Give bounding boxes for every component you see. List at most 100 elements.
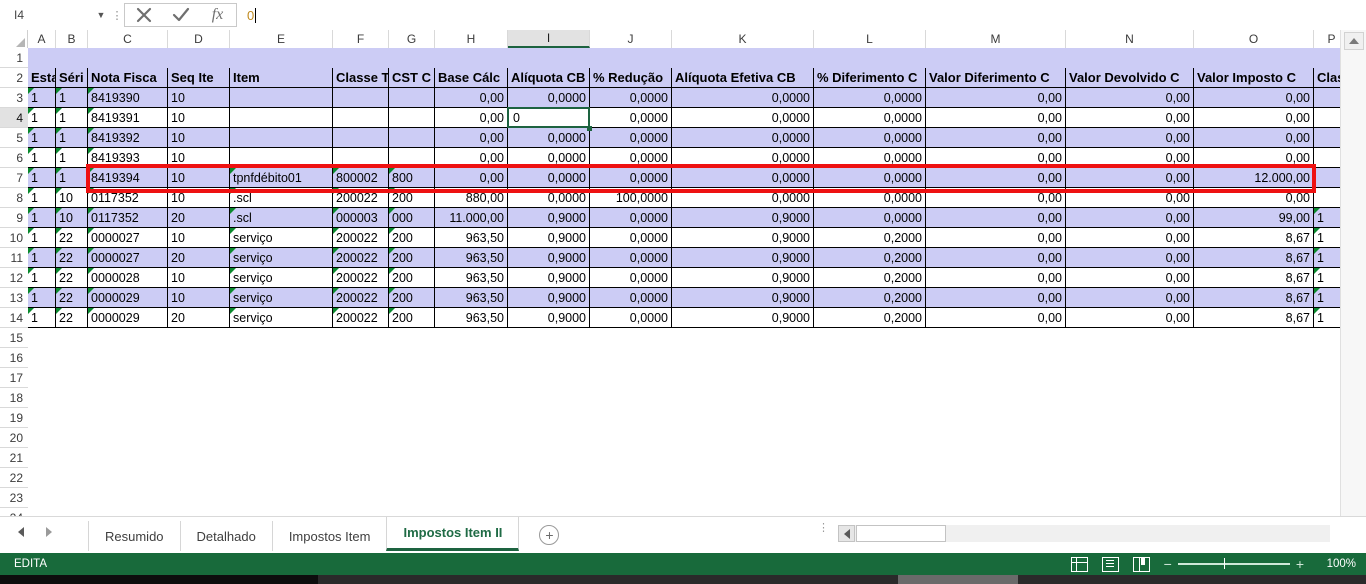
data-cell[interactable]: 1 xyxy=(28,168,56,188)
data-cell[interactable]: 0,00 xyxy=(1194,188,1314,208)
sheet-tab-impostos-item[interactable]: Impostos Item xyxy=(271,521,387,551)
data-cell[interactable]: 0,2000 xyxy=(814,288,926,308)
data-cell[interactable]: 0,00 xyxy=(1194,128,1314,148)
data-cell[interactable]: 0,00 xyxy=(1194,88,1314,108)
data-cell[interactable]: 0,0000 xyxy=(590,248,672,268)
data-cell[interactable]: serviço xyxy=(230,288,333,308)
data-cell[interactable]: 0,00 xyxy=(435,168,508,188)
data-cell[interactable]: 8,67 xyxy=(1194,228,1314,248)
data-cell[interactable]: 10 xyxy=(168,168,230,188)
column-title-cell[interactable]: Seq Ite xyxy=(168,68,230,88)
column-title-cell[interactable]: % Diferimento C xyxy=(814,68,926,88)
row-header-18[interactable]: 18 xyxy=(0,388,28,408)
data-cell[interactable]: 200 xyxy=(389,188,435,208)
data-cell[interactable]: 0000029 xyxy=(88,288,168,308)
data-cell[interactable]: 0,00 xyxy=(1066,268,1194,288)
data-cell[interactable]: .scl xyxy=(230,188,333,208)
data-cell[interactable] xyxy=(333,128,389,148)
column-title-cell[interactable]: Valor Imposto C xyxy=(1194,68,1314,88)
zoom-slider[interactable]: − + xyxy=(1164,557,1304,571)
data-cell[interactable] xyxy=(230,128,333,148)
data-cell[interactable]: 8,67 xyxy=(1194,288,1314,308)
data-cell[interactable]: 0,0000 xyxy=(590,308,672,328)
active-cell[interactable]: 0 xyxy=(507,107,590,128)
data-cell[interactable]: 0,0000 xyxy=(508,168,590,188)
data-cell[interactable]: 0,0000 xyxy=(672,188,814,208)
data-cell[interactable]: 0,00 xyxy=(1194,148,1314,168)
row-header-11[interactable]: 11 xyxy=(0,248,28,268)
formula-bar-menu-icon[interactable]: ⋮ xyxy=(110,4,124,26)
column-title-cell[interactable]: Item xyxy=(230,68,333,88)
data-cell[interactable]: 0117352 xyxy=(88,188,168,208)
split-handle-icon[interactable]: ⋮ xyxy=(818,522,829,534)
data-cell[interactable]: 0,00 xyxy=(1066,168,1194,188)
data-cell[interactable]: 10 xyxy=(168,88,230,108)
data-cell[interactable]: 22 xyxy=(56,228,88,248)
row-header-21[interactable]: 21 xyxy=(0,448,28,468)
data-cell[interactable]: 0,00 xyxy=(926,128,1066,148)
data-cell[interactable]: 8419394 xyxy=(88,168,168,188)
data-cell[interactable] xyxy=(1314,188,1340,208)
data-cell[interactable]: 0,00 xyxy=(926,148,1066,168)
row-header-6[interactable]: 6 xyxy=(0,148,28,168)
data-cell[interactable] xyxy=(389,128,435,148)
data-cell[interactable]: 1 xyxy=(56,108,88,128)
column-header-g[interactable]: G xyxy=(389,30,435,48)
data-cell[interactable]: 0,00 xyxy=(926,248,1066,268)
data-cell[interactable]: 100,0000 xyxy=(590,188,672,208)
data-cell[interactable]: 10 xyxy=(168,228,230,248)
data-cell[interactable] xyxy=(333,108,389,128)
data-cell[interactable]: 10 xyxy=(168,288,230,308)
cell-area[interactable]: Esta Séri Nota Fisca Seq Ite Item Classe T CST… xyxy=(28,48,1340,516)
data-cell[interactable]: 0,00 xyxy=(926,188,1066,208)
data-cell[interactable]: 0,9000 xyxy=(508,228,590,248)
name-box[interactable]: I4 xyxy=(6,4,92,26)
data-cell[interactable]: 0,00 xyxy=(926,88,1066,108)
data-cell[interactable]: 200022 xyxy=(333,228,389,248)
data-cell[interactable]: 10 xyxy=(56,188,88,208)
data-cell[interactable]: 0,0000 xyxy=(814,168,926,188)
zoom-level-label[interactable]: 100% xyxy=(1326,558,1356,570)
zoom-in-button[interactable]: + xyxy=(1295,556,1304,572)
data-cell[interactable]: 1 xyxy=(28,208,56,228)
row-header-5[interactable]: 5 xyxy=(0,128,28,148)
data-cell[interactable]: serviço xyxy=(230,268,333,288)
data-cell[interactable]: 0000029 xyxy=(88,308,168,328)
data-cell[interactable]: 0,9000 xyxy=(508,208,590,228)
sheet-tab-detalhado[interactable]: Detalhado xyxy=(179,521,272,551)
row-header-10[interactable]: 10 xyxy=(0,228,28,248)
data-cell[interactable]: serviço xyxy=(230,228,333,248)
data-cell[interactable]: 0,00 xyxy=(1066,228,1194,248)
data-cell[interactable]: 0,0000 xyxy=(590,208,672,228)
data-cell[interactable]: 1 xyxy=(28,268,56,288)
data-cell[interactable]: 200 xyxy=(389,308,435,328)
data-cell[interactable]: 0,0000 xyxy=(590,168,672,188)
row-header-8[interactable]: 8 xyxy=(0,188,28,208)
zoom-out-button[interactable]: − xyxy=(1163,556,1172,572)
data-cell[interactable]: 1 xyxy=(1314,268,1340,288)
data-cell[interactable]: 1 xyxy=(28,188,56,208)
data-cell[interactable]: 963,50 xyxy=(435,248,508,268)
data-cell[interactable] xyxy=(389,148,435,168)
data-cell[interactable]: 1 xyxy=(28,308,56,328)
data-cell[interactable]: 8419391 xyxy=(88,108,168,128)
row-header-14[interactable]: 14 xyxy=(0,308,28,328)
data-cell[interactable] xyxy=(230,88,333,108)
data-cell[interactable] xyxy=(1314,148,1340,168)
data-cell[interactable]: 1 xyxy=(56,88,88,108)
data-cell[interactable]: 200 xyxy=(389,228,435,248)
row-header-19[interactable]: 19 xyxy=(0,408,28,428)
data-cell[interactable]: 0117352 xyxy=(88,208,168,228)
data-cell[interactable]: 0,0000 xyxy=(590,108,672,128)
data-cell[interactable]: 000003 xyxy=(333,208,389,228)
data-cell[interactable]: 22 xyxy=(56,268,88,288)
data-cell[interactable]: 0,0000 xyxy=(814,128,926,148)
column-title-cell[interactable]: Esta xyxy=(28,68,56,88)
data-cell[interactable]: 12.000,00 xyxy=(1194,168,1314,188)
page-break-view-icon[interactable] xyxy=(1132,556,1150,572)
select-all-corner[interactable] xyxy=(0,30,28,48)
row-header-16[interactable]: 16 xyxy=(0,348,28,368)
data-cell[interactable]: 11.000,00 xyxy=(435,208,508,228)
data-cell[interactable]: 0000027 xyxy=(88,228,168,248)
column-header-b[interactable]: B xyxy=(56,30,88,48)
